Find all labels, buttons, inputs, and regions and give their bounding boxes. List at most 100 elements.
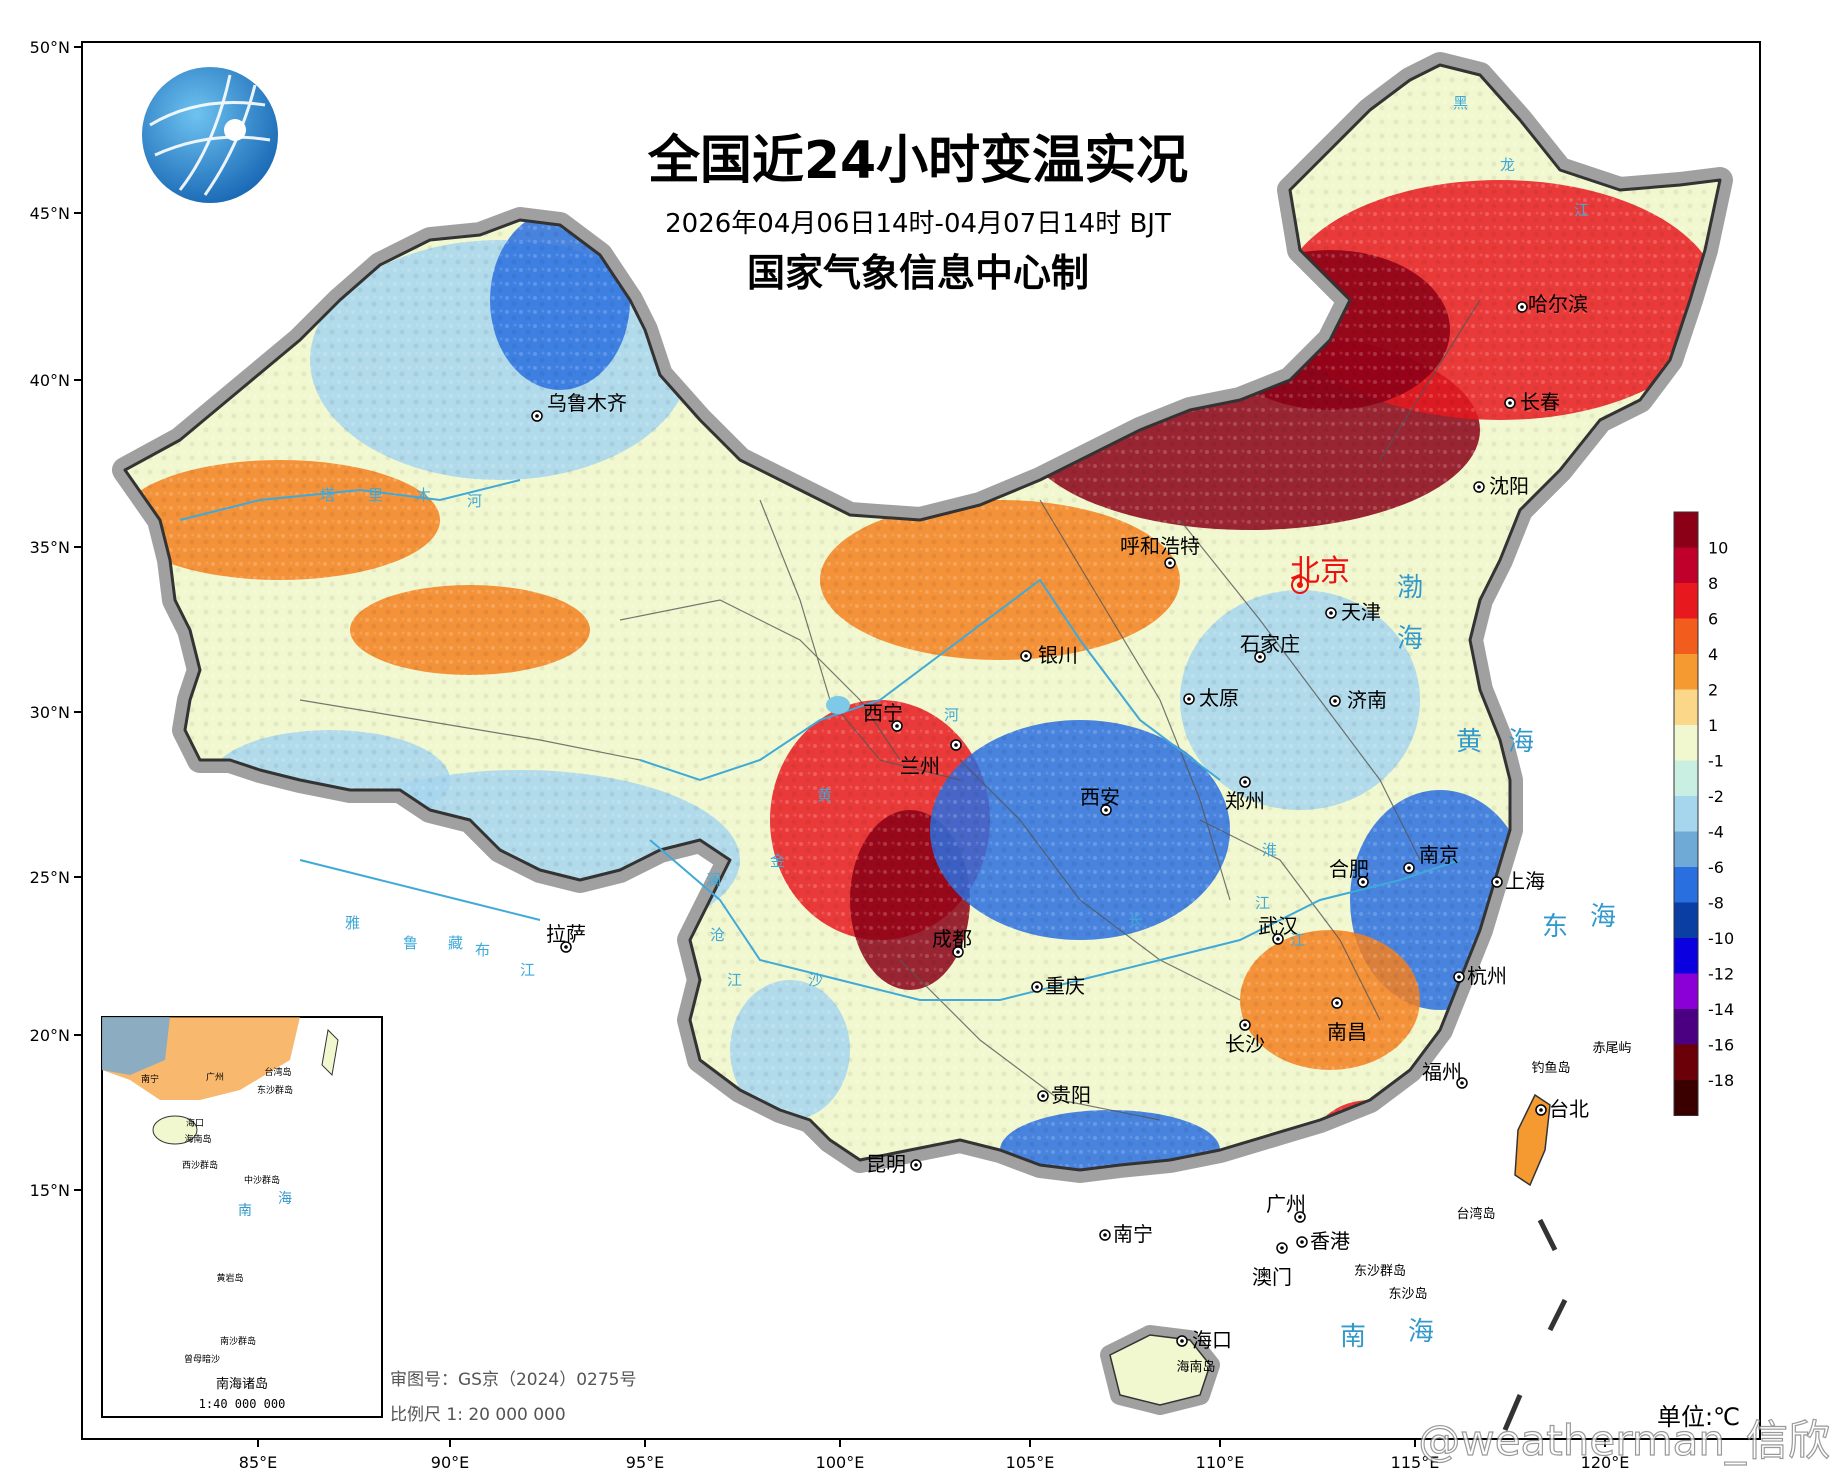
city-label: 西安 (1080, 785, 1120, 809)
inset-label: 海 (278, 1191, 292, 1207)
map-producer: 国家气象信息中心制 (747, 251, 1089, 295)
sea-label: 海 (1508, 727, 1534, 757)
city-label: 北京 (1290, 554, 1350, 589)
legend-label: -8 (1708, 894, 1724, 913)
city-label: 广州 (1266, 1192, 1306, 1216)
city-marker: 哈尔滨 (1516, 292, 1588, 316)
legend-label: 1 (1708, 716, 1718, 735)
latitude-tick-label: 45°N (30, 204, 70, 223)
city-marker: 贵阳 (1037, 1083, 1091, 1107)
legend-swatch (1674, 1044, 1698, 1080)
legend-label: 6 (1708, 610, 1718, 629)
city-label: 海口 (1192, 1328, 1232, 1352)
latitude-tick-label: 35°N (30, 538, 70, 557)
river-label: 布 (475, 941, 490, 959)
river-label: 江 (1574, 201, 1589, 219)
legend-swatch (1674, 796, 1698, 832)
city-marker: 天津 (1325, 600, 1381, 624)
city-marker: 福州 (1422, 1060, 1468, 1089)
legend-swatch (1674, 1009, 1698, 1045)
legend-label: 8 (1708, 574, 1718, 593)
legend-swatch (1674, 512, 1698, 548)
review-number: 审图号：GS京（2024）0275号 (390, 1370, 637, 1390)
city-label: 石家庄 (1240, 632, 1300, 656)
city-marker: 太原 (1183, 686, 1239, 710)
sea-label: 渤 (1397, 573, 1423, 603)
legend-swatch (1674, 867, 1698, 903)
qinghai-lake (826, 696, 850, 714)
city-marker: 长沙 (1225, 1019, 1265, 1056)
city-label: 武汉 (1258, 914, 1298, 938)
city-marker: 合肥 (1329, 857, 1369, 888)
sea-layer: 渤海黄 海东 海南海 (1340, 573, 1616, 1352)
city-label: 西宁 (863, 701, 903, 725)
latitude-tick-label: 40°N (30, 371, 70, 390)
city-marker: 重庆 (1031, 974, 1085, 998)
city-marker: 长春 (1504, 390, 1560, 414)
longitude-axis: 85°E 90°E 95°E 100°E 105°E 110°E 115°E 120°E (239, 1439, 1630, 1472)
hainan-island (1109, 1334, 1211, 1406)
river-label: 澜 (706, 871, 721, 889)
city-marker: 上海 (1491, 869, 1545, 893)
city-label: 南昌 (1327, 1020, 1367, 1044)
city-marker: 石家庄 (1240, 632, 1300, 663)
river-label: 沧 (710, 926, 725, 944)
city-label: 沈阳 (1489, 474, 1529, 498)
river-label: 河 (467, 492, 482, 510)
inset-label: 海南岛 (184, 1133, 211, 1145)
map-title: 全国近24小时变温实况 (647, 131, 1188, 191)
river-label: 长 (1128, 911, 1143, 929)
river-label: 雅 (345, 914, 360, 932)
city-label: 长春 (1520, 390, 1560, 414)
longitude-tick-label: 105°E (1006, 1453, 1055, 1472)
city-marker: 沈阳 (1473, 474, 1529, 498)
city-marker: 昆明 (866, 1152, 922, 1176)
longitude-tick-label: 95°E (626, 1453, 664, 1472)
river-label: 江 (1290, 931, 1305, 949)
legend-swatch (1674, 938, 1698, 974)
taiwan-island (1514, 1093, 1551, 1187)
river-label: 塔 (320, 486, 335, 504)
sea-label: 海 (1408, 1317, 1434, 1347)
river-label: 江 (520, 961, 535, 979)
city-label: 天津 (1341, 600, 1381, 624)
legend-label: 4 (1708, 645, 1718, 664)
latitude-tick-label: 20°N (30, 1026, 70, 1045)
river-label: 木 (416, 486, 431, 504)
city-label: 济南 (1347, 688, 1387, 712)
city-marker: 武汉 (1258, 914, 1298, 945)
city-marker: 南宁 (1099, 1222, 1153, 1246)
city-label: 南宁 (1113, 1222, 1153, 1246)
sea-label: 南 (1340, 1322, 1366, 1352)
inset-label: 南沙群岛 (220, 1335, 256, 1347)
city-label: 台北 (1549, 1097, 1589, 1121)
latitude-tick-label: 25°N (30, 868, 70, 887)
city-marker: 呼和浩特 (1120, 534, 1200, 569)
city-label: 兰州 (900, 754, 940, 778)
city-label: 上海 (1505, 869, 1545, 893)
longitude-tick-label: 120°E (1581, 1453, 1630, 1472)
city-marker: 海口 (1176, 1328, 1232, 1352)
capital-star-icon (1291, 576, 1309, 594)
city-label: 香港 (1310, 1229, 1350, 1253)
city-marker: 香港 (1296, 1229, 1350, 1253)
inset-scale: 1:40 000 000 (199, 1397, 286, 1411)
inset-label: 黄岩岛 (216, 1272, 243, 1284)
river-label: 里 (368, 486, 383, 504)
city-marker: 台北 (1535, 1097, 1589, 1121)
inset-hainan (152, 1115, 198, 1145)
sea-label: 海 (1590, 902, 1616, 932)
river-label: 藏 (448, 934, 463, 952)
inset-taiwan (321, 1028, 339, 1077)
city-marker: 乌鲁木齐 (531, 391, 627, 422)
latitude-tick-label: 50°N (30, 38, 70, 57)
city-marker: 兰州 (900, 739, 962, 778)
city-label: 郑州 (1225, 789, 1265, 813)
river-label: 黄 (817, 786, 832, 804)
latitude-tick-label: 30°N (30, 703, 70, 722)
legend-label: -1 (1708, 752, 1724, 771)
temperature-legend: 10 8 6 4 2 1 -1 -2 -4 -6 -8 -10 -12 -14 -16 -18 (1673, 511, 1734, 1116)
inset-label: 西沙群岛 (182, 1159, 218, 1171)
